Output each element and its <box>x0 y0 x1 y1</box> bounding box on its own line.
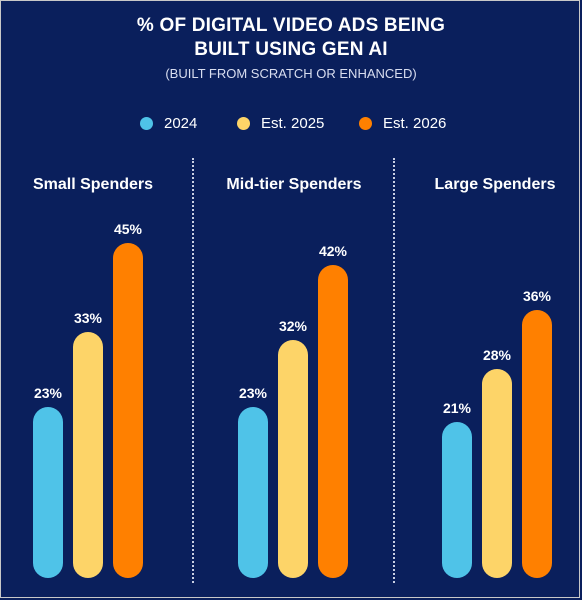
bar-large-spenders-2024 <box>442 421 472 578</box>
group-divider-1 <box>192 158 194 583</box>
bar-small-spenders-2024 <box>33 406 63 578</box>
bar-large-spenders-est-2025 <box>482 369 512 578</box>
bar-label-small-spenders-est-2025: 33% <box>73 310 103 327</box>
legend-label-est-2026: Est. 2026 <box>383 114 447 132</box>
bar-label-large-spenders-2024: 21% <box>442 399 472 416</box>
group-divider-2 <box>393 158 395 583</box>
chart-title-line-2: BUILT USING GEN AI <box>194 39 388 60</box>
group-title-mid-tier-spenders: Mid-tier Spenders <box>226 176 362 193</box>
legend: 2024 Est. 2025 Est. 2026 <box>0 113 582 133</box>
bar-mid-tier-spenders-est-2025 <box>278 339 308 578</box>
chart-title: % OF DIGITAL VIDEO ADS BEING BUILT USING… <box>0 14 582 62</box>
bar-mid-tier-spenders-est-2026 <box>318 265 348 578</box>
legend-dot-est-2026 <box>359 116 372 130</box>
legend-item-est-2026: Est. 2026 <box>359 113 446 133</box>
chart-title-line-1: % OF DIGITAL VIDEO ADS BEING <box>136 15 446 36</box>
bar-small-spenders-est-2026 <box>113 242 143 578</box>
bar-label-mid-tier-spenders-est-2025: 32% <box>278 317 308 334</box>
legend-label-est-2025: Est. 2025 <box>261 114 325 132</box>
bar-mid-tier-spenders-2024 <box>238 406 268 578</box>
bar-label-small-spenders-2024: 23% <box>33 384 63 401</box>
bar-label-small-spenders-est-2026: 45% <box>113 220 143 237</box>
chart-subtitle: (BUILT FROM SCRATCH OR ENHANCED) <box>165 66 417 81</box>
bar-label-mid-tier-spenders-est-2026: 42% <box>318 243 348 260</box>
legend-dot-est-2025 <box>237 116 250 130</box>
legend-label-2024: 2024 <box>164 114 198 132</box>
legend-item-est-2025: Est. 2025 <box>237 113 324 133</box>
bar-small-spenders-est-2025 <box>73 332 103 578</box>
group-title-small-spenders: Small Spenders <box>32 176 154 193</box>
bar-label-mid-tier-spenders-2024: 23% <box>238 384 268 401</box>
bar-label-large-spenders-est-2026: 36% <box>522 287 552 304</box>
group-title-large-spenders: Large Spenders <box>434 176 556 193</box>
bar-label-large-spenders-est-2025: 28% <box>482 347 512 364</box>
legend-item-2024: 2024 <box>140 113 197 133</box>
bar-large-spenders-est-2026 <box>522 309 552 578</box>
legend-dot-2024 <box>140 116 153 130</box>
